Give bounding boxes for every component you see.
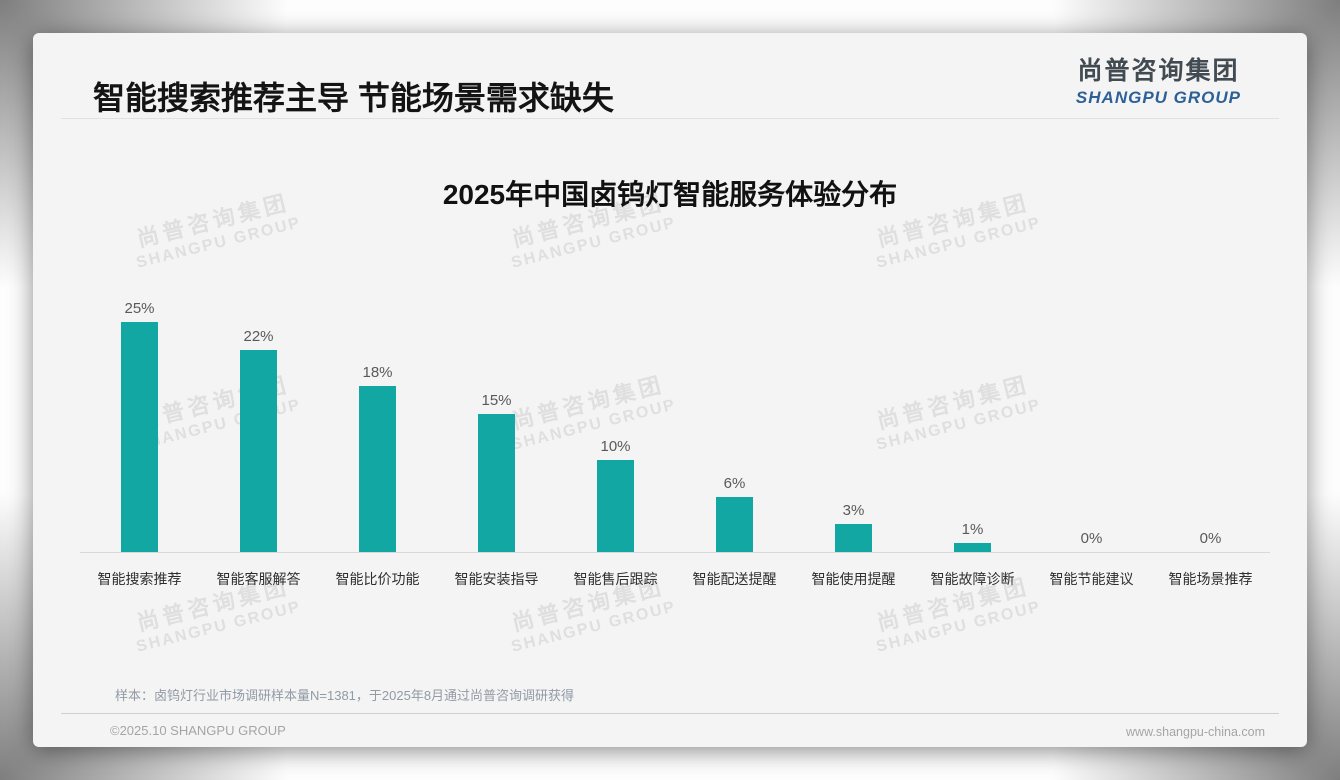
category-label: 智能售后跟踪 — [573, 571, 658, 587]
logo-name-cn: 尚普咨询集团 — [1077, 57, 1240, 85]
bar-value-label: 0% — [1199, 530, 1222, 547]
bar-value-label: 1% — [961, 520, 984, 538]
bar-plot: 25% 22% 18% 15% 10% 6% 3% 1% 0% 0% — [80, 293, 1270, 553]
bar — [716, 496, 753, 552]
category-label: 智能搜索推荐 — [97, 571, 182, 587]
chart-title: 2025年中国卤钨灯智能服务体验分布 — [442, 179, 898, 210]
watermark-line2: SHANGPU GROUP — [509, 598, 678, 656]
bar-value-label: 22% — [243, 327, 274, 345]
slide: 尚普咨询集团 SHANGPU GROUP 尚普咨询集团 SHANGPU GROUP 尚普… — [33, 33, 1307, 747]
bar — [121, 322, 158, 552]
bar-value-label: 0% — [1080, 530, 1103, 547]
watermark-line2: SHANGPU GROUP — [134, 214, 303, 272]
page-title: 智能搜索推荐主导 节能场景需求缺失 — [93, 80, 614, 116]
category-axis: 智能搜索推荐 智能客服解答 智能比价功能 智能安装指导 智能售后跟踪 智能配送提醒 智能使用… — [80, 569, 1270, 589]
bar — [359, 386, 396, 552]
bar — [240, 349, 277, 552]
logo-name-en: SHANGPU GROUP — [1075, 88, 1241, 107]
bar-slot: 10% — [556, 293, 675, 552]
watermark-line2: SHANGPU GROUP — [134, 598, 303, 656]
category-label: 智能故障诊断 — [930, 571, 1015, 587]
bar-slot: 22% — [199, 293, 318, 552]
slide-bottom-bar: ©2025.10 SHANGPU GROUP www.shangpu-china… — [61, 713, 1279, 747]
bar-slot: 1% — [913, 293, 1032, 552]
category-label: 智能场景推荐 — [1168, 571, 1253, 587]
website-url: www.shangpu-china.com — [1126, 725, 1265, 739]
bar — [478, 414, 515, 552]
category-label: 智能使用提醒 — [811, 571, 896, 587]
bar-value-label: 18% — [362, 364, 393, 382]
company-logo: 尚普咨询集团 SHANGPU GROUP — [1076, 51, 1241, 108]
slide-header: 智能搜索推荐主导 节能场景需求缺失 尚普咨询集团 SHANGPU GROUP — [61, 33, 1279, 119]
bar-value-label: 10% — [600, 438, 631, 455]
bar-slot: 3% — [794, 293, 913, 552]
category-label: 智能节能建议 — [1049, 571, 1134, 587]
bar — [835, 524, 872, 552]
bar-slot: 25% — [80, 293, 199, 552]
bar — [597, 460, 634, 552]
copyright-text: ©2025.10 SHANGPU GROUP — [110, 723, 286, 738]
bar-slot: 6% — [675, 293, 794, 552]
bar-value-label: 25% — [124, 300, 155, 317]
watermark-line2: SHANGPU GROUP — [874, 214, 1043, 272]
category-label: 智能客服解答 — [216, 571, 301, 587]
category-label: 智能比价功能 — [335, 571, 420, 587]
sample-footnote: 样本：卤钨灯行业市场调研样本量N=1381，于2025年8月通过尚普咨询调研获得 — [115, 688, 575, 703]
bar-value-label: 3% — [842, 502, 865, 520]
category-label: 智能安装指导 — [454, 571, 539, 587]
bar-slot: 15% — [437, 293, 556, 552]
bar-value-label: 15% — [481, 392, 512, 409]
bar-slot: 0% — [1151, 293, 1270, 552]
bar-value-label: 6% — [723, 474, 746, 492]
watermark-line2: SHANGPU GROUP — [874, 598, 1043, 656]
category-label: 智能配送提醒 — [692, 571, 777, 587]
bar — [954, 542, 991, 552]
bar-slot: 0% — [1032, 293, 1151, 552]
watermark-line2: SHANGPU GROUP — [509, 214, 678, 272]
bar-slot: 18% — [318, 293, 437, 552]
